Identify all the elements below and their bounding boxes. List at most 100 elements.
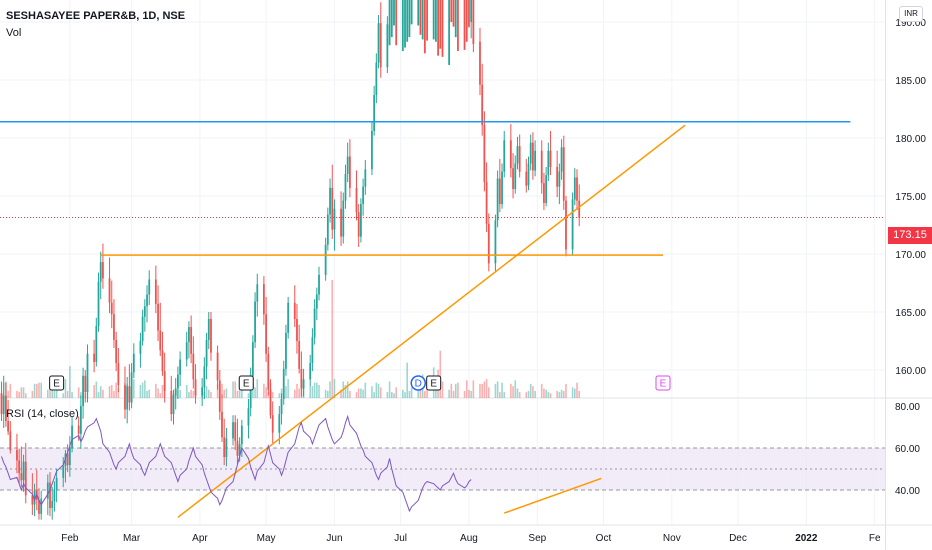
- volume-bar: [161, 385, 164, 398]
- volume-bar: [265, 387, 267, 398]
- volume-bar: [20, 387, 23, 398]
- volume-bar: [33, 383, 36, 398]
- volume-bar: [207, 389, 210, 398]
- candle-body: [240, 425, 243, 445]
- volume-bar: [408, 390, 411, 398]
- candle-body: [132, 353, 135, 373]
- volume-bar: [232, 381, 234, 398]
- candle-body: [408, 0, 411, 38]
- candle-body: [406, 0, 409, 42]
- time-axis-label: Oct: [596, 533, 612, 544]
- candle-body: [205, 339, 208, 367]
- volume-bar: [316, 382, 318, 398]
- candle-body: [9, 431, 12, 451]
- candle-body: [518, 146, 521, 172]
- candle-body: [540, 150, 543, 184]
- candle-body: [238, 444, 241, 456]
- candle-body: [86, 353, 89, 393]
- candle-body: [18, 460, 21, 474]
- volume-bar: [364, 382, 367, 398]
- candle-body: [97, 281, 100, 326]
- candle-body: [390, 0, 393, 38]
- candle-body: [40, 498, 43, 514]
- volume-bar: [223, 389, 226, 398]
- candle-body: [117, 363, 120, 386]
- candle-body: [126, 386, 129, 410]
- candle-body: [62, 466, 65, 478]
- candle-body: [318, 274, 320, 295]
- candle-body: [170, 390, 173, 415]
- symbol-title[interactable]: SESHASAYEE PAPER&B, 1D, NSE: [6, 10, 186, 22]
- candle-body: [364, 169, 367, 187]
- candle-body: [309, 363, 312, 380]
- volume-bar: [388, 381, 391, 398]
- candle-body: [53, 489, 56, 502]
- volume-bar: [499, 392, 501, 398]
- candle-body: [386, 24, 389, 68]
- volume-bar: [9, 383, 12, 398]
- volume-bar: [190, 389, 192, 398]
- candle-body: [113, 314, 115, 340]
- volume-legend[interactable]: Vol: [6, 27, 22, 39]
- volume-bar: [426, 383, 428, 398]
- earnings-marker: [655, 375, 671, 391]
- volume-bar: [331, 280, 334, 398]
- time-axis-label: Feb: [61, 533, 79, 544]
- volume-bar: [256, 379, 259, 398]
- volume-bar: [139, 385, 142, 398]
- candle-body: [249, 375, 252, 409]
- rsi-axis-label: 80.00: [895, 402, 920, 413]
- candle-body: [46, 482, 49, 499]
- candle-body: [479, 41, 481, 85]
- candle-body: [565, 200, 567, 250]
- candle-body: [360, 204, 362, 237]
- volume-bar: [318, 385, 320, 398]
- candle-body: [371, 131, 373, 170]
- candle-body: [33, 490, 36, 505]
- currency-label[interactable]: INR: [899, 6, 923, 22]
- candle-body: [355, 187, 358, 213]
- candle-body: [77, 425, 80, 434]
- candle-body: [262, 284, 265, 315]
- volume-bar: [148, 389, 151, 398]
- candle-body: [501, 171, 503, 205]
- volume-bar: [62, 393, 65, 398]
- volume-bar: [355, 392, 358, 398]
- volume-bar: [77, 387, 80, 398]
- volume-bar: [375, 382, 378, 398]
- candle-body: [426, 0, 428, 41]
- earnings-marker: [49, 375, 65, 391]
- candle-body: [95, 325, 98, 362]
- candle-body: [576, 177, 578, 201]
- volume-bar: [371, 386, 373, 398]
- candle-body: [344, 173, 347, 201]
- volume-bar: [518, 392, 521, 398]
- rsi-legend[interactable]: RSI (14, close): [6, 408, 79, 420]
- candle-body: [102, 262, 104, 279]
- candle-body: [282, 368, 285, 399]
- volume-bar: [278, 393, 281, 398]
- volume-bar: [24, 393, 27, 398]
- candle-body: [468, 0, 470, 27]
- volume-bar: [241, 387, 243, 398]
- candle-body: [560, 147, 563, 172]
- volume-bar: [514, 380, 517, 398]
- volume-bar: [424, 390, 426, 398]
- volume-bar: [532, 386, 534, 398]
- candle-body: [375, 62, 378, 96]
- candle-body: [556, 167, 559, 187]
- candle-body: [532, 142, 534, 171]
- volume-bar: [155, 383, 157, 398]
- candle-body: [247, 408, 250, 426]
- volume-bar: [311, 386, 314, 398]
- candle-body: [79, 405, 82, 434]
- candle-body: [265, 314, 267, 354]
- volume-bar: [205, 386, 208, 398]
- candle-body: [545, 175, 548, 203]
- volume-bar: [549, 393, 552, 398]
- volume-bar: [558, 392, 561, 398]
- candle-body: [437, 0, 439, 56]
- candle-body: [232, 422, 234, 439]
- candle-body: [470, 0, 473, 23]
